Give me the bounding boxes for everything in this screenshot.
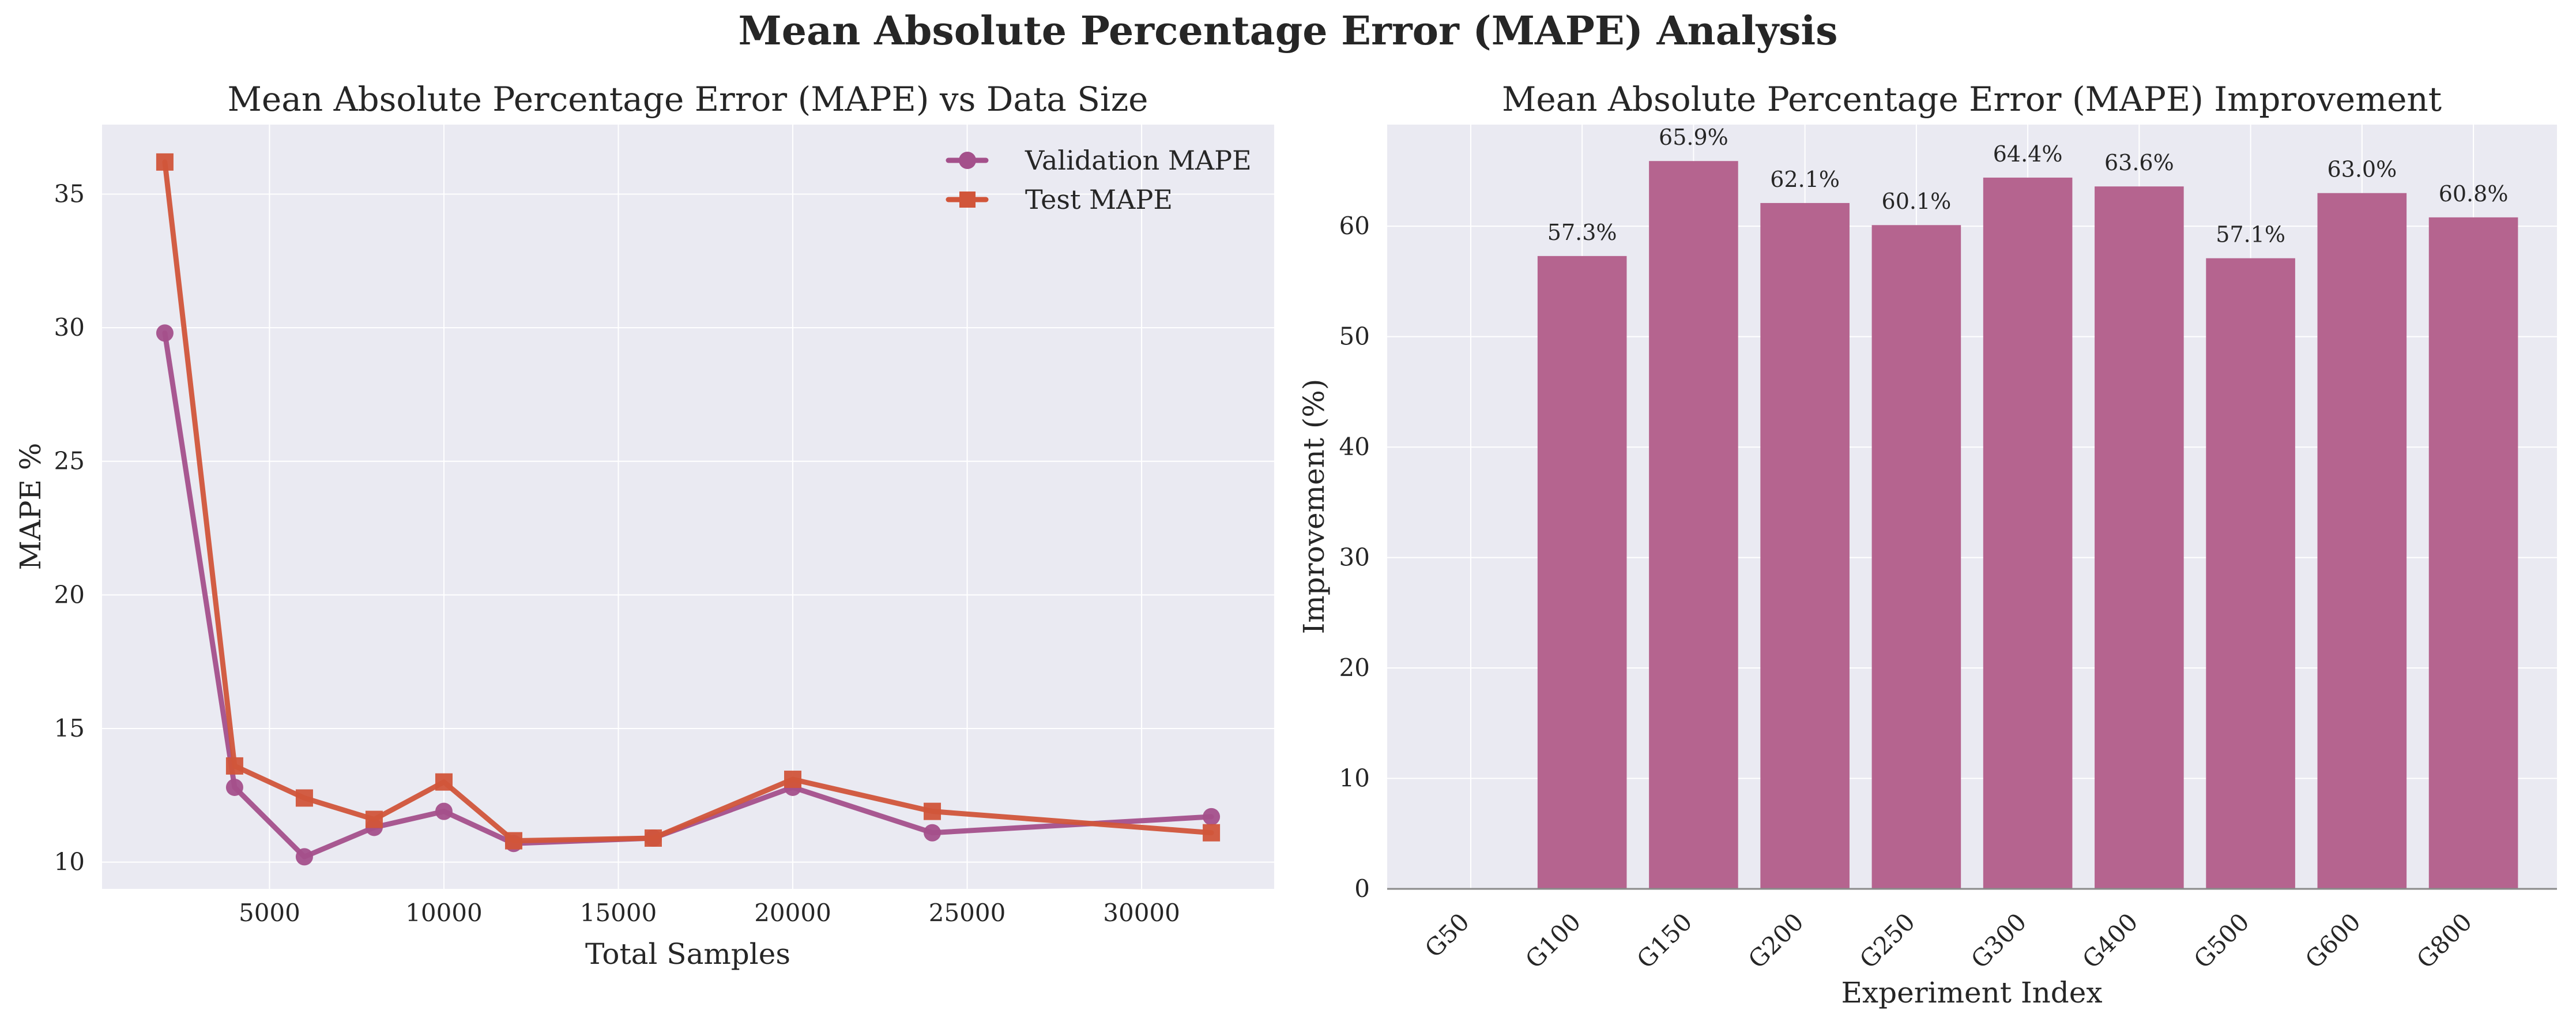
line-series-validation	[162, 330, 1214, 859]
bar	[2095, 186, 2184, 889]
test-point	[1203, 824, 1221, 842]
line-chart-y-tick-label: 25	[54, 447, 85, 475]
bar-value-label: 57.3%	[1547, 220, 1617, 245]
line-chart-x-ticks: 5000 10000 15000 20000 25000 30000	[239, 899, 1180, 927]
line-chart-x-tick-label: 25000	[929, 899, 1006, 927]
bar-value-label: 65.9%	[1659, 125, 1728, 150]
bar-chart-y-tick-label: 50	[1339, 322, 1370, 351]
test-point	[924, 802, 941, 820]
bar-chart-x-tick-label: G150	[1631, 907, 1697, 974]
bar	[1537, 256, 1627, 889]
bar-chart-bars: 57.3% 65.9% 62.1% 60.1% 64.4% 63.6% 57.1% 63.0%…	[1537, 125, 2518, 889]
bar-chart-x-tick-label: G300	[1965, 907, 2032, 974]
bar-chart: 57.3% 65.9% 62.1% 60.1% 64.4% 63.6% 57.1% 63.0%…	[1297, 80, 2557, 1009]
bar-value-label: 60.8%	[2439, 181, 2509, 206]
bar-chart-y-tick-label: 40	[1339, 433, 1370, 461]
test-point	[365, 810, 383, 828]
bar	[1983, 177, 2073, 889]
bar-chart-x-tick-label: G50	[1419, 907, 1475, 963]
line-chart-grid	[102, 125, 1274, 889]
line-chart-x-tick-label: 15000	[580, 899, 657, 927]
bar	[1649, 161, 1738, 889]
test-point	[435, 773, 453, 791]
line-chart-y-tick-label: 30	[54, 313, 85, 341]
bar-chart-y-axis-label: Improvement (%)	[1297, 379, 1331, 634]
line-chart-plot-area	[102, 125, 1274, 889]
bar-chart-x-tick-label: G100	[1520, 907, 1586, 974]
bar	[1871, 225, 1961, 889]
legend-entry-test: Test MAPE	[946, 184, 1173, 215]
legend-test-label: Test MAPE	[1025, 184, 1173, 215]
line-series-test	[162, 159, 1214, 844]
validation-point	[924, 824, 941, 842]
test-point	[504, 832, 522, 850]
bar	[2428, 217, 2518, 889]
line-chart-legend: Validation MAPE Test MAPE	[946, 145, 1252, 215]
line-chart-x-tick-label: 5000	[239, 899, 300, 927]
bar-chart-y-tick-label: 0	[1354, 874, 1370, 903]
validation-point	[435, 802, 453, 820]
bar-chart-title: Mean Absolute Percentage Error (MAPE) Im…	[1502, 80, 2442, 119]
legend-validation-label: Validation MAPE	[1025, 145, 1252, 176]
bar-value-label: 62.1%	[1770, 167, 1840, 192]
bar-chart-y-tick-label: 60	[1339, 212, 1370, 240]
line-chart-y-axis-label: MAPE %	[14, 443, 47, 570]
validation-point	[225, 778, 243, 796]
bar	[2317, 193, 2407, 889]
validation-point	[156, 324, 174, 342]
line-chart-title: Mean Absolute Percentage Error (MAPE) vs…	[228, 80, 1148, 119]
test-point	[784, 771, 802, 789]
bar-chart-x-tick-label: G250	[1854, 907, 1920, 974]
bar-chart-x-tick-label: G400	[2077, 907, 2143, 974]
line-chart-y-tick-label: 15	[54, 714, 85, 742]
bar-chart-x-ticks: G50 G100 G150 G200 G250 G300 G400 G500 G600 G800	[1419, 907, 2477, 974]
line-chart-x-tick-label: 10000	[405, 899, 483, 927]
bar	[1760, 202, 1850, 889]
legend-test-marker	[959, 192, 976, 208]
test-point	[156, 153, 174, 171]
line-chart-y-ticks: 10 15 20 25 30 35	[54, 179, 85, 876]
bar-value-label: 64.4%	[1993, 141, 2063, 167]
bar-chart-x-tick-label: G600	[2300, 907, 2366, 974]
bar-chart-y-tick-label: 20	[1339, 654, 1370, 682]
bar-chart-y-tick-label: 30	[1339, 543, 1370, 572]
validation-point	[1203, 808, 1221, 825]
figure-suptitle: Mean Absolute Percentage Error (MAPE) An…	[738, 8, 1837, 54]
bar-chart-y-ticks: 0 10 20 30 40 50 60	[1339, 212, 1370, 903]
bar-chart-x-tick-label: G200	[1743, 907, 1809, 974]
line-chart-y-tick-label: 20	[54, 580, 85, 609]
bar-chart-x-tick-label: G500	[2189, 907, 2255, 974]
bar-value-label: 63.6%	[2104, 150, 2174, 175]
line-chart-y-tick-label: 10	[54, 848, 85, 876]
bar-chart-x-axis-label: Experiment Index	[1841, 976, 2102, 1009]
test-point	[644, 829, 662, 847]
line-chart-x-tick-label: 30000	[1103, 899, 1180, 927]
test-point	[295, 789, 313, 807]
bar-value-label: 63.0%	[2327, 157, 2397, 182]
bar-value-label: 60.1%	[1882, 189, 1952, 214]
validation-point	[295, 848, 313, 866]
line-chart: 5000 10000 15000 20000 25000 30000 10 15 20 25 30…	[14, 80, 1274, 971]
legend-entry-validation: Validation MAPE	[946, 145, 1252, 176]
line-chart-series	[156, 153, 1221, 866]
legend-validation-marker	[959, 152, 976, 169]
bar-chart-x-tick-label: G800	[2411, 907, 2477, 974]
line-chart-x-axis-label: Total Samples	[585, 937, 790, 971]
test-point	[225, 757, 243, 775]
bar	[2206, 258, 2295, 889]
line-chart-y-tick-label: 35	[54, 179, 85, 208]
line-chart-x-tick-label: 20000	[754, 899, 831, 927]
bar-value-label: 57.1%	[2216, 222, 2285, 247]
bar-chart-y-tick-label: 10	[1339, 764, 1370, 793]
